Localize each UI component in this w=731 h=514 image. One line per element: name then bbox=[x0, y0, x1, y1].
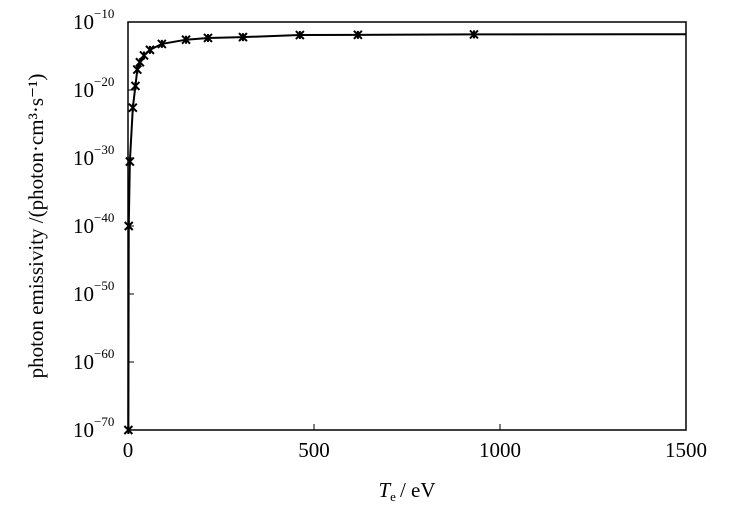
data-marker bbox=[125, 156, 135, 167]
data-marker bbox=[181, 34, 191, 45]
y-tick-exponent: −60 bbox=[94, 346, 114, 361]
y-tick-label: 10 bbox=[73, 214, 94, 238]
y-tick-label: 10 bbox=[73, 282, 94, 306]
y-tick-base: 10 bbox=[73, 282, 94, 306]
y-tick-base: 10 bbox=[73, 10, 94, 34]
data-marker bbox=[145, 45, 155, 55]
y-tick-base: 10 bbox=[73, 146, 94, 170]
data-marker bbox=[128, 102, 138, 113]
x-label-subscript: e bbox=[390, 489, 396, 504]
y-tick-label: 10 bbox=[73, 350, 94, 374]
y-tick-exponent: −20 bbox=[94, 74, 114, 89]
y-tick-base: 10 bbox=[73, 214, 94, 238]
x-tick-label: 500 bbox=[298, 438, 330, 462]
x-label-symbol: T bbox=[378, 478, 391, 502]
x-label-unit: / eV bbox=[400, 478, 436, 502]
data-marker bbox=[135, 57, 145, 67]
data-marker bbox=[157, 39, 167, 49]
data-marker bbox=[124, 221, 134, 231]
x-tick-label: 1500 bbox=[665, 438, 707, 462]
y-tick-label: 10 bbox=[73, 78, 94, 102]
data-line bbox=[127, 33, 687, 431]
plot-frame bbox=[127, 21, 687, 431]
data-marker bbox=[123, 425, 134, 435]
data-marker bbox=[469, 29, 479, 40]
y-tick-label: 10 bbox=[73, 146, 94, 170]
y-tick-exponent: −10 bbox=[94, 6, 114, 21]
y-tick-exponent: −70 bbox=[94, 414, 114, 429]
x-tick-label: 1000 bbox=[479, 438, 521, 462]
data-marker bbox=[295, 30, 305, 40]
y-tick-exponent: −30 bbox=[94, 142, 114, 157]
data-marker bbox=[132, 64, 143, 75]
y-tick-label: 10 bbox=[73, 418, 94, 442]
x-tick-label: 0 bbox=[123, 438, 134, 462]
y-tick-label: 10 bbox=[73, 10, 94, 34]
y-tick-exponent: −50 bbox=[94, 278, 114, 293]
y-axis-label: photon emissivity /(photon·cm³·s⁻¹) bbox=[24, 74, 48, 379]
y-tick-base: 10 bbox=[73, 78, 94, 102]
data-marker bbox=[203, 33, 213, 43]
y-tick-base: 10 bbox=[73, 418, 94, 442]
data-marker bbox=[353, 30, 363, 40]
data-marker bbox=[130, 81, 141, 91]
y-tick-exponent: −40 bbox=[94, 210, 114, 225]
data-marker bbox=[238, 32, 248, 42]
y-tick-base: 10 bbox=[73, 350, 94, 374]
x-axis-label: Te / eV bbox=[378, 478, 435, 504]
